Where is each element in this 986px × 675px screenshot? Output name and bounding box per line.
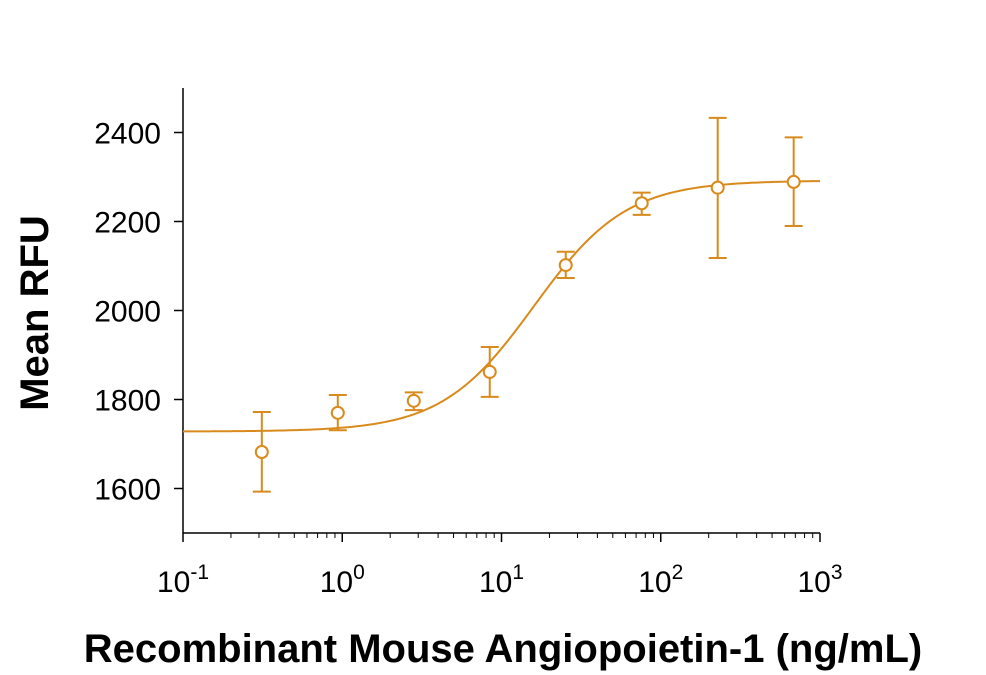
y-tick-label-2200: 2200 <box>94 207 161 240</box>
y-axis-title: Mean RFU <box>13 215 57 411</box>
data-marker <box>406 393 421 408</box>
y-tick-label-2400: 2400 <box>94 118 161 151</box>
data-marker <box>634 196 649 211</box>
data-marker <box>254 445 269 460</box>
data-marker <box>330 405 345 420</box>
x-tick-label: 100 <box>320 561 365 599</box>
tick-labels: 1600 1800 2000 2200 2400 10-1 100 101 102 103 <box>94 118 842 600</box>
data-point-7 <box>708 116 727 259</box>
y-tick-label-1600: 1600 <box>94 474 161 507</box>
axes <box>182 88 820 534</box>
x-axis-title: Recombinant Mouse Angiopoietin-1 (ng/mL) <box>84 627 922 671</box>
data-point-2 <box>328 394 347 432</box>
data-point-6 <box>632 191 651 216</box>
data-marker <box>558 258 573 273</box>
data-marker <box>482 364 497 379</box>
tick-marks <box>174 131 821 542</box>
x-tick-label: 102 <box>638 561 683 599</box>
data-marker <box>710 180 725 195</box>
data-marker <box>786 174 801 189</box>
y-tick-label-2000: 2000 <box>94 296 161 329</box>
fit-curve <box>182 180 821 433</box>
x-tick-label: 103 <box>797 561 842 599</box>
data-point-5 <box>556 250 575 280</box>
data-points <box>252 116 803 493</box>
data-point-1 <box>252 410 271 493</box>
x-tick-label: 101 <box>479 561 524 599</box>
data-point-8 <box>784 136 803 227</box>
fit-curve-group <box>182 180 821 433</box>
x-tick-label: 10-1 <box>157 561 209 599</box>
data-point-4 <box>480 345 499 398</box>
data-point-3 <box>404 391 423 412</box>
y-tick-label-1800: 1800 <box>94 385 161 418</box>
